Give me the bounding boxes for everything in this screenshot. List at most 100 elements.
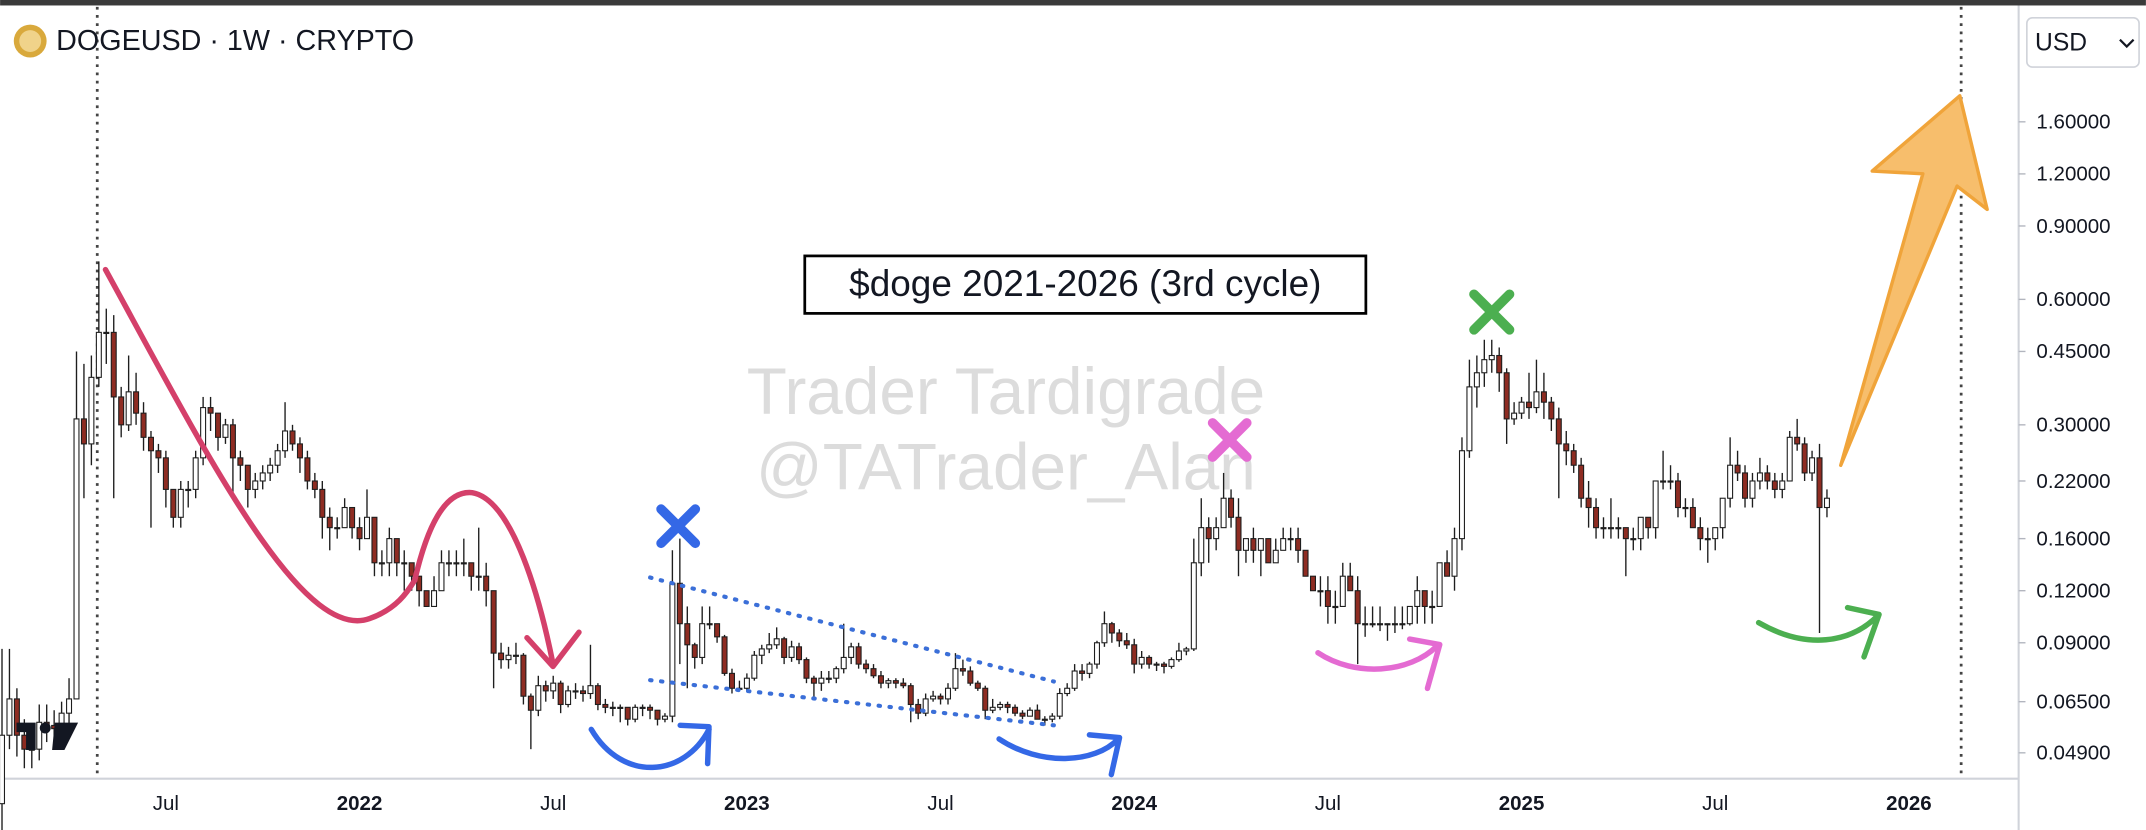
candle-body xyxy=(632,706,639,720)
candle-body xyxy=(416,575,423,592)
candle-body xyxy=(1436,562,1443,607)
dropdown-chevron[interactable] xyxy=(2119,38,2135,49)
candle-body xyxy=(594,685,601,706)
candle-body xyxy=(1533,391,1540,409)
currency-label[interactable]: USD xyxy=(2035,29,2087,56)
candle-body xyxy=(937,695,944,700)
candle-body xyxy=(1794,436,1801,445)
candle-body xyxy=(363,516,371,540)
candle-body xyxy=(304,457,311,482)
candle-body xyxy=(1563,443,1570,452)
candle-body xyxy=(1406,605,1413,625)
candle-body xyxy=(401,562,408,565)
candle-body xyxy=(66,698,73,714)
candle-body xyxy=(73,418,80,700)
candle-body xyxy=(1362,623,1369,626)
candle-body xyxy=(438,562,445,592)
candle-body xyxy=(1399,623,1406,626)
candle-body xyxy=(468,562,475,577)
candle-body xyxy=(356,527,363,540)
candle-body xyxy=(1175,650,1182,661)
candle-body xyxy=(617,706,624,709)
candle-body xyxy=(1630,538,1637,541)
y-tick-label: 0.90000 xyxy=(2036,215,2110,238)
candle-body xyxy=(639,706,646,709)
candle-body xyxy=(788,646,795,658)
candle-body xyxy=(1429,605,1436,609)
candle-body xyxy=(6,698,13,736)
candle-body xyxy=(624,706,631,720)
candle-body xyxy=(587,685,594,695)
candle-body xyxy=(259,472,266,482)
candle-body xyxy=(147,436,154,452)
candle-body xyxy=(572,690,579,693)
candle-body xyxy=(676,582,683,625)
candle-body xyxy=(1391,623,1398,626)
candle-body xyxy=(1496,354,1503,374)
candle-body xyxy=(1607,527,1614,530)
candle-body xyxy=(959,668,966,672)
candle-body xyxy=(1146,656,1153,665)
candle-body xyxy=(1049,715,1056,720)
candle-body xyxy=(1570,450,1577,466)
candle-body xyxy=(907,685,914,706)
y-tick-label: 0.22000 xyxy=(2036,470,2110,493)
tv-logo-part xyxy=(52,722,79,750)
candle-body xyxy=(930,695,937,700)
candle-body xyxy=(1108,623,1115,634)
candle-body xyxy=(505,654,512,661)
candle-body xyxy=(1593,506,1600,529)
blue-arrowhead xyxy=(677,722,712,767)
candle-body xyxy=(1384,623,1391,626)
candle-body xyxy=(1183,648,1190,652)
candle-body xyxy=(1719,497,1726,529)
candle-body xyxy=(1742,472,1749,499)
candle-body xyxy=(185,488,192,492)
candle-body xyxy=(1309,575,1317,592)
candle-body xyxy=(0,734,6,805)
blue-x xyxy=(656,504,701,549)
candle-body xyxy=(1272,549,1279,564)
candle-body xyxy=(1220,497,1227,529)
candle-body xyxy=(1265,538,1272,564)
y-tick-label: 0.60000 xyxy=(2036,288,2110,311)
candle-body xyxy=(408,562,415,577)
x-tick-label: Jul xyxy=(1315,792,1341,815)
candle-body xyxy=(1622,527,1629,540)
candle-body xyxy=(140,412,147,438)
currency-select[interactable] xyxy=(2026,16,2140,68)
candle-body xyxy=(431,590,438,607)
x-tick-label: 2025 xyxy=(1499,792,1545,815)
candle-body xyxy=(1332,605,1339,609)
candle-body xyxy=(1138,656,1145,665)
candle-body xyxy=(13,698,20,736)
candle-body xyxy=(900,682,907,687)
candle-body xyxy=(699,623,706,658)
candle-body xyxy=(1354,590,1361,625)
candle-body xyxy=(1347,575,1354,592)
y-tick-label: 1.60000 xyxy=(2036,111,2110,134)
candle-body xyxy=(1101,623,1108,644)
x-tick-label: 2023 xyxy=(724,792,770,815)
candle-body xyxy=(1786,436,1793,482)
candle-body xyxy=(1652,480,1659,529)
candle-body xyxy=(1228,497,1235,518)
candle-body xyxy=(1377,623,1384,626)
candle-body xyxy=(282,430,289,452)
symbol-header: DOGEUSD · 1W · CRYPTO xyxy=(56,25,414,57)
candle-body xyxy=(1041,718,1048,721)
candle-body xyxy=(36,721,43,750)
candle-body xyxy=(229,424,236,459)
candle-body xyxy=(274,450,281,466)
title-box xyxy=(803,254,1368,315)
candle-body xyxy=(1809,457,1816,474)
red-arrowhead xyxy=(524,629,582,670)
candle-body xyxy=(1473,372,1480,388)
candle-body xyxy=(1779,480,1786,490)
candle-body xyxy=(527,695,534,711)
candle-body xyxy=(706,623,713,626)
blue-curve xyxy=(996,736,1121,762)
plot-area xyxy=(0,261,1830,830)
candle-body xyxy=(1801,443,1808,474)
candle-body xyxy=(1302,549,1309,577)
